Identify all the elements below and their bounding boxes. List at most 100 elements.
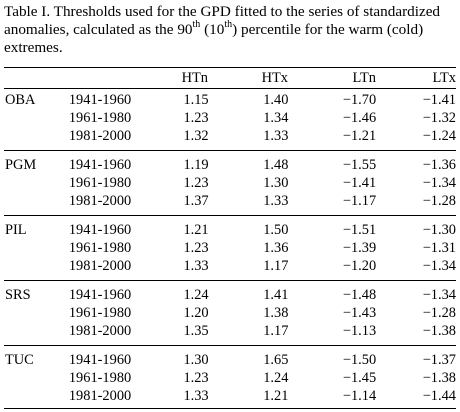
htx-cell: 1.17 — [263, 258, 289, 274]
column-header-htn: HTn — [181, 70, 208, 86]
ltn-cell: −1.55 — [342, 157, 377, 173]
ltn-cell: −1.17 — [342, 193, 377, 209]
group-separator — [4, 145, 456, 156]
thresholds-table: OBA 1941-1960 1.15 1.40 −1.70 −1.41 1961-1980 1… — [4, 91, 456, 405]
htx-cell: 1.17 — [263, 323, 289, 339]
station-cell — [4, 369, 69, 387]
station-cell: PIL — [5, 222, 27, 238]
ltx-cell: −1.44 — [422, 388, 456, 404]
ltn-cell: −1.48 — [342, 287, 377, 303]
column-header-ltx: LTx — [432, 70, 456, 86]
htn-cell: 1.33 — [183, 388, 209, 404]
ltx-cell: −1.32 — [422, 110, 456, 126]
station-cell: PGM — [5, 157, 37, 173]
station-cell — [4, 174, 69, 192]
ltx-cell: −1.41 — [422, 92, 456, 108]
ltn-cell: −1.21 — [342, 128, 377, 144]
htx-cell: 1.48 — [263, 157, 289, 173]
htn-cell: 1.21 — [183, 222, 209, 238]
htn-cell: 1.23 — [183, 370, 209, 386]
ltx-cell: −1.37 — [422, 352, 456, 368]
period-cell: 1941-1960 — [68, 92, 132, 108]
table-row: 1981-2000 1.37 1.33 −1.17 −1.28 — [4, 192, 456, 210]
table-row: 1961-1980 1.20 1.38 −1.43 −1.28 — [4, 304, 456, 322]
htx-cell: 1.41 — [263, 287, 289, 303]
htn-cell: 1.23 — [183, 240, 209, 256]
ltx-cell: −1.36 — [422, 157, 456, 173]
ltx-cell: −1.28 — [422, 305, 456, 321]
ltx-cell: −1.28 — [422, 193, 456, 209]
htx-cell: 1.24 — [263, 370, 289, 386]
group-separator-line — [4, 280, 456, 281]
ltn-cell: −1.45 — [342, 370, 377, 386]
period-cell: 1981-2000 — [68, 323, 132, 339]
period-cell: 1961-1980 — [68, 175, 132, 191]
table-row: TUC 1941-1960 1.30 1.65 −1.50 −1.37 — [4, 351, 456, 369]
period-cell: 1961-1980 — [68, 240, 132, 256]
ltx-cell: −1.38 — [422, 370, 456, 386]
htn-cell: 1.33 — [183, 258, 209, 274]
htx-cell: 1.40 — [263, 92, 289, 108]
caption-text-end: ) percentile for the warm (cold) extreme… — [4, 21, 424, 56]
htn-cell: 1.35 — [183, 323, 209, 339]
ltx-cell: −1.34 — [422, 287, 456, 303]
station-cell — [4, 387, 69, 405]
bottom-rule — [4, 408, 456, 409]
table-caption: Table I. Thresholds used for the GPD fit… — [4, 3, 456, 57]
station-cell — [4, 109, 69, 127]
htx-cell: 1.50 — [263, 222, 289, 238]
ltn-cell: −1.50 — [342, 352, 377, 368]
htx-cell: 1.33 — [263, 193, 289, 209]
period-cell: 1941-1960 — [68, 157, 132, 173]
table-row: 1961-1980 1.23 1.24 −1.45 −1.38 — [4, 369, 456, 387]
period-cell: 1981-2000 — [68, 193, 132, 209]
column-header-ltn: LTn — [352, 70, 376, 86]
ltn-cell: −1.39 — [342, 240, 377, 256]
ltn-cell: −1.51 — [342, 222, 377, 238]
htx-cell: 1.38 — [263, 305, 289, 321]
table-row: OBA 1941-1960 1.15 1.40 −1.70 −1.41 — [4, 91, 456, 109]
station-cell — [4, 192, 69, 210]
station-cell — [4, 322, 69, 340]
station-cell — [4, 304, 69, 322]
ltn-cell: −1.14 — [342, 388, 377, 404]
station-cell — [4, 257, 69, 275]
group-separator-line — [4, 215, 456, 216]
station-cell — [4, 127, 69, 145]
htn-cell: 1.19 — [183, 157, 209, 173]
period-cell: 1981-2000 — [68, 258, 132, 274]
htx-cell: 1.21 — [263, 388, 289, 404]
top-rule — [4, 67, 456, 68]
table-row: 1981-2000 1.35 1.17 −1.13 −1.38 — [4, 322, 456, 340]
ltx-cell: −1.30 — [422, 222, 456, 238]
period-cell: 1981-2000 — [68, 388, 132, 404]
group-separator-cell — [4, 275, 456, 286]
ltx-cell: −1.34 — [422, 258, 456, 274]
period-cell: 1961-1980 — [68, 370, 132, 386]
group-separator-cell — [4, 340, 456, 351]
table-row: 1981-2000 1.33 1.17 −1.20 −1.34 — [4, 257, 456, 275]
group-separator-cell — [4, 210, 456, 221]
htx-cell: 1.36 — [263, 240, 289, 256]
ltn-cell: −1.20 — [342, 258, 377, 274]
table-row: 1961-1980 1.23 1.36 −1.39 −1.31 — [4, 239, 456, 257]
htn-cell: 1.30 — [183, 352, 209, 368]
caption-superscript-10: th — [224, 18, 233, 30]
station-cell: SRS — [5, 287, 31, 303]
group-separator — [4, 275, 456, 286]
ltx-cell: −1.31 — [422, 240, 456, 256]
table-row: PGM 1941-1960 1.19 1.48 −1.55 −1.36 — [4, 156, 456, 174]
group-separator — [4, 210, 456, 221]
table-row: PIL 1941-1960 1.21 1.50 −1.51 −1.30 — [4, 221, 456, 239]
group-separator-line — [4, 345, 456, 346]
htn-cell: 1.23 — [183, 110, 209, 126]
table-row: 1961-1980 1.23 1.34 −1.46 −1.32 — [4, 109, 456, 127]
htn-cell: 1.23 — [183, 175, 209, 191]
table-row: 1981-2000 1.33 1.21 −1.14 −1.44 — [4, 387, 456, 405]
ltn-cell: −1.70 — [342, 92, 377, 108]
period-cell: 1941-1960 — [68, 222, 132, 238]
station-cell: TUC — [5, 352, 34, 368]
group-separator — [4, 340, 456, 351]
table-row: SRS 1941-1960 1.24 1.41 −1.48 −1.34 — [4, 286, 456, 304]
